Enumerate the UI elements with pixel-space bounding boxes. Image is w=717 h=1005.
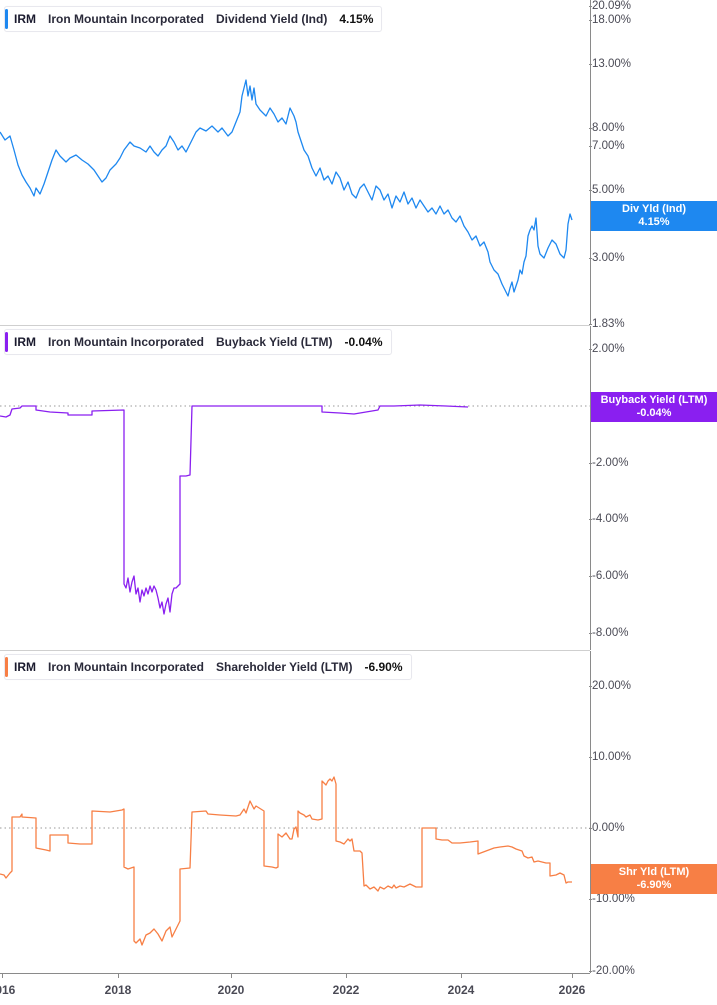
y-tick: 20.00%: [588, 680, 632, 692]
legend-ticker: IRM: [14, 12, 36, 26]
dividend-yield-panel: IRM Iron Mountain Incorporated Dividend …: [0, 0, 717, 330]
buyback-yield-panel: IRM Iron Mountain Incorporated Buyback Y…: [0, 326, 717, 650]
legend-metric: Buyback Yield (LTM): [216, 335, 333, 349]
y-tick: 8.00%: [589, 122, 625, 134]
badge-value: -6.90%: [636, 879, 672, 891]
y-axis: [590, 0, 591, 325]
legend-metric: Dividend Yield (Ind): [216, 12, 328, 26]
buyback-yield-line: [0, 404, 469, 615]
x-tick-mark: [2, 973, 3, 978]
series-color-marker: [5, 657, 8, 677]
x-tick-mark: [461, 973, 462, 978]
shareholder-yield-legend[interactable]: IRM Iron Mountain Incorporated Sharehold…: [4, 654, 412, 680]
y-tick: 3.00%: [589, 252, 625, 264]
legend-company: Iron Mountain Incorporated: [48, 335, 204, 349]
y-tick: 1.83%: [589, 318, 625, 330]
legend-ticker: IRM: [14, 335, 36, 349]
panel-divider[interactable]: [0, 650, 590, 651]
legend-company: Iron Mountain Incorporated: [48, 12, 204, 26]
series-color-marker: [5, 332, 8, 352]
legend-value: -6.90%: [364, 660, 403, 674]
buyback-yield-value-badge: Buyback Yield (LTM) -0.04%: [591, 392, 717, 422]
y-tick: 5.00%: [589, 184, 625, 196]
dividend-yield-value-badge: Div Yld (Ind) 4.15%: [591, 201, 717, 231]
badge-label: Buyback Yield (LTM): [600, 394, 708, 406]
y-tick: 20.09%: [588, 0, 632, 12]
dividend-yield-plot[interactable]: [0, 0, 590, 325]
y-axis: [590, 326, 591, 650]
series-color-marker: [5, 9, 8, 29]
x-tick-label: 2026: [558, 983, 586, 997]
legend-value: -0.04%: [344, 335, 383, 349]
y-tick: -6.00%: [588, 570, 629, 582]
x-tick-mark: [572, 973, 573, 978]
y-tick: -10.00%: [589, 893, 635, 905]
legend-company: Iron Mountain Incorporated: [48, 660, 204, 674]
x-tick-label: 2016: [0, 983, 16, 997]
shareholder-yield-line: [0, 776, 572, 946]
x-tick-mark: [231, 973, 232, 978]
badge-value: -0.04%: [636, 407, 672, 419]
legend-value: 4.15%: [339, 12, 374, 26]
badge-value: 4.15%: [638, 216, 670, 228]
panel-divider[interactable]: [0, 325, 590, 326]
x-tick-label: 2024: [447, 983, 475, 997]
y-tick: 2.00%: [589, 343, 625, 355]
y-tick: 13.00%: [588, 58, 632, 70]
x-tick-label: 2022: [332, 983, 360, 997]
buyback-yield-legend[interactable]: IRM Iron Mountain Incorporated Buyback Y…: [4, 329, 392, 355]
y-axis: [590, 651, 591, 973]
x-tick-mark: [118, 973, 119, 978]
y-tick: 10.00%: [588, 751, 632, 763]
legend-ticker: IRM: [14, 660, 36, 674]
badge-label: Div Yld (Ind): [622, 203, 686, 215]
y-tick: -4.00%: [588, 513, 629, 525]
buyback-yield-plot[interactable]: [0, 326, 590, 650]
x-tick-label: 2018: [104, 983, 132, 997]
x-tick-mark: [346, 973, 347, 978]
dividend-yield-legend[interactable]: IRM Iron Mountain Incorporated Dividend …: [4, 6, 383, 32]
badge-label: Shr Yld (LTM): [618, 866, 690, 878]
shareholder-yield-value-badge: Shr Yld (LTM) -6.90%: [591, 864, 717, 894]
y-tick: 7.00%: [589, 140, 625, 152]
x-axis: [0, 973, 590, 974]
shareholder-yield-panel: IRM Iron Mountain Incorporated Sharehold…: [0, 651, 717, 977]
dividend-yield-line: [0, 79, 573, 297]
y-tick: -8.00%: [588, 627, 629, 639]
y-tick: -2.00%: [588, 457, 629, 469]
y-tick: -20.00%: [589, 965, 635, 977]
y-tick: 0.00%: [589, 822, 625, 834]
y-tick: 18.00%: [588, 14, 632, 26]
shareholder-yield-plot[interactable]: [0, 651, 590, 974]
x-tick-label: 2020: [217, 983, 245, 997]
legend-metric: Shareholder Yield (LTM): [216, 660, 353, 674]
